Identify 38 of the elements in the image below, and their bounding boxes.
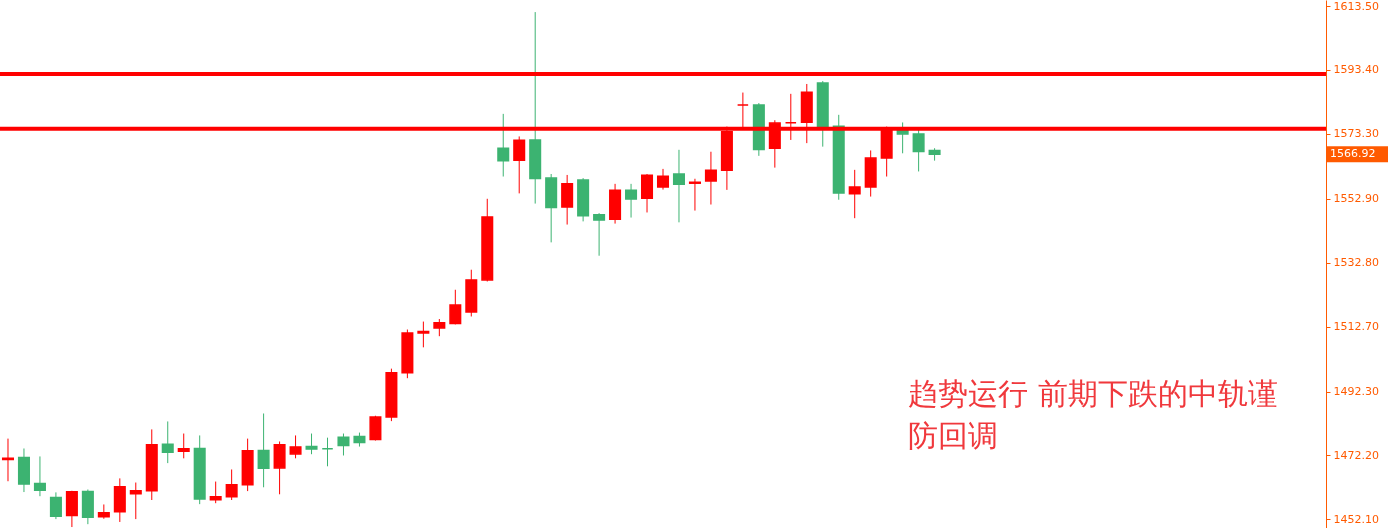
candlestick <box>305 433 318 455</box>
candlestick <box>209 481 222 504</box>
y-tick-label: 1512.70 <box>1333 320 1379 334</box>
candlestick <box>161 420 174 464</box>
candlestick <box>337 433 350 456</box>
y-tick-label: 1573.30 <box>1333 127 1379 141</box>
candlestick <box>257 412 270 488</box>
y-tick-label: 1532.80 <box>1333 256 1379 270</box>
y-tick-label: 1492.30 <box>1333 385 1379 399</box>
candlestick <box>321 437 334 467</box>
y-tick-label: 1472.20 <box>1333 448 1379 462</box>
candlestick <box>273 440 286 495</box>
candlestick <box>625 183 638 219</box>
y-tick-label: 1452.10 <box>1333 512 1379 526</box>
candlestick <box>49 491 62 520</box>
candlestick <box>656 168 670 191</box>
candlestick <box>289 434 302 459</box>
candlestick <box>513 135 526 194</box>
y-tick-label: 1613.50 <box>1333 0 1379 13</box>
candlestick <box>225 468 238 501</box>
candlestick <box>561 174 574 226</box>
candlestick <box>704 151 717 206</box>
candlestick <box>641 173 654 213</box>
candlestick <box>129 482 142 520</box>
candlestick <box>593 212 606 257</box>
text: 1566.92 <box>1330 147 1376 161</box>
candlestick <box>672 149 685 223</box>
candlestick <box>65 490 78 528</box>
candlestick <box>33 455 46 497</box>
candlestick <box>417 321 430 348</box>
candlestick <box>848 169 861 219</box>
annotation: 趋势运行 前期下跌的中轨谨防回调 <box>908 376 1278 453</box>
y-tick-label: 1593.40 <box>1333 63 1379 77</box>
candlestick <box>177 433 190 459</box>
candlestick <box>497 113 510 178</box>
y-tick-label: 1552.90 <box>1333 192 1379 206</box>
candlestick <box>369 415 382 442</box>
candlestick <box>449 289 462 325</box>
